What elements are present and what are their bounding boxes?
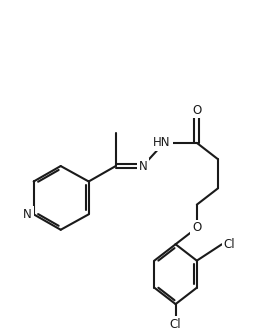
Text: O: O xyxy=(192,104,202,117)
Text: O: O xyxy=(192,221,202,234)
Text: HN: HN xyxy=(153,136,171,149)
Text: Cl: Cl xyxy=(224,238,236,251)
Text: N: N xyxy=(23,208,32,221)
Text: N: N xyxy=(138,160,147,172)
Text: Cl: Cl xyxy=(170,318,181,331)
